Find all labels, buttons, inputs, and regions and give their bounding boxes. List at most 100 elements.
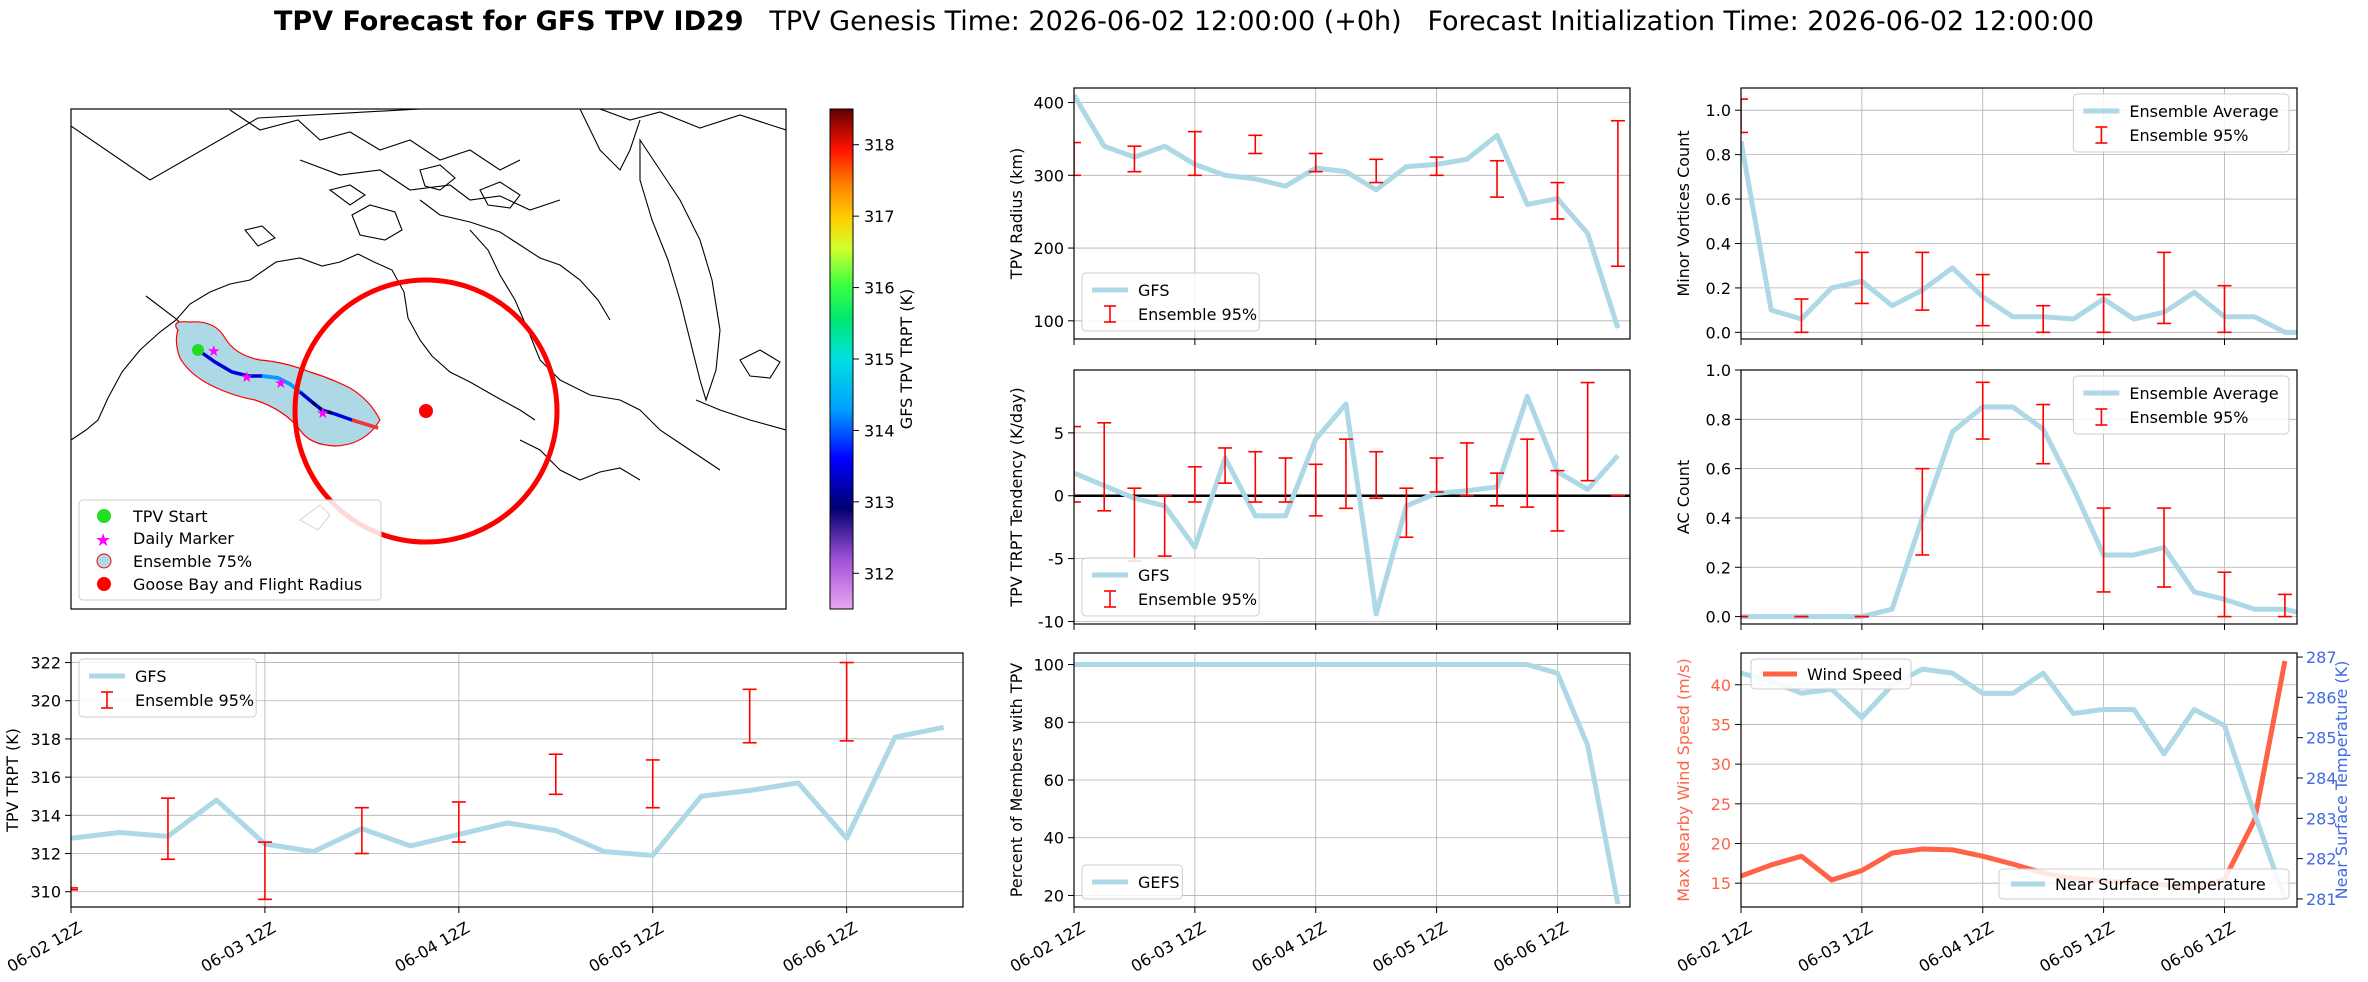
legend-radius: GFS Ensemble 95% <box>1081 272 1260 332</box>
coast-baffin <box>419 199 611 321</box>
legend-members: GEFS <box>1081 864 1183 900</box>
colorbar-tick-label-1: 313 <box>864 493 895 512</box>
island-2 <box>328 184 366 206</box>
ytick-label: 300 <box>1033 166 1064 185</box>
series-wind_temp <box>1741 660 2288 900</box>
ytick-label: 312 <box>30 845 61 864</box>
panel-radius: 100 200 300 400 TPV Radius (km) GFS Ensemble 9… <box>1007 87 1631 345</box>
daily-marker-3: ★ <box>274 374 287 392</box>
country-border <box>71 109 421 181</box>
series-line <box>1074 662 1621 905</box>
xtick-label: 06-02 12Z <box>4 918 85 976</box>
ytick-label: 322 <box>30 654 61 673</box>
daily-marker-4: ★ <box>316 404 329 422</box>
legend-temp: Near Surface Temperature <box>1998 868 2290 900</box>
legend-minor_vortices: Ensemble Average Ensemble 95% <box>2072 93 2290 153</box>
flight-radius-circle <box>292 277 560 545</box>
ytick-label: 0 <box>1054 487 1064 506</box>
legend-label: Ensemble Average <box>2129 102 2278 121</box>
ytick-right-label: 287 <box>2306 648 2337 667</box>
legend-label: Ensemble 95% <box>1138 590 1257 609</box>
ytick-label: 314 <box>30 806 61 825</box>
panel-members: 20 40 60 80 100 Percent of Members with TPV 06… <box>1007 652 1631 976</box>
colorbar-tick-label-6: 318 <box>864 136 895 155</box>
legend-box <box>1750 658 1912 690</box>
ylabel-right-wind_temp: Near Surface Temperature (K) <box>2332 661 2351 900</box>
ytick-label: 316 <box>30 768 61 787</box>
legend-daily-label: Daily Marker <box>133 529 234 548</box>
ytick-label: 5 <box>1054 424 1064 443</box>
frame-tendency <box>1073 369 1631 625</box>
legend-label: GEFS <box>1138 873 1180 892</box>
legend-wind: Wind Speed <box>1750 658 1912 690</box>
legend-label: GFS <box>1138 281 1169 300</box>
series-tendency <box>1074 381 1625 617</box>
legend-box <box>1998 868 2290 900</box>
island-iceland <box>739 349 781 379</box>
legend-box <box>2072 93 2290 153</box>
ylabel-trpt: TPV TRPT (K) <box>3 728 22 833</box>
map-coastlines <box>71 109 786 531</box>
ytick-label: 318 <box>30 730 61 749</box>
legend-daily-icon: ★ <box>95 530 111 551</box>
frame-radius <box>1073 87 1631 340</box>
ytick-label: 0.8 <box>1706 146 1731 165</box>
ytick-label: 30 <box>1711 755 1731 774</box>
tpv-track-seg3 <box>310 400 336 416</box>
legend-label: Ensemble 95% <box>2129 408 2248 427</box>
colorbar-tick-label-3: 315 <box>864 350 895 369</box>
series-line <box>1741 404 2297 620</box>
xtick-label: 06-06 12Z <box>779 918 860 976</box>
ytick-label: 0.0 <box>1706 323 1731 342</box>
frame-members <box>1073 652 1631 908</box>
coast-greenland <box>639 138 721 402</box>
ylabel-radius: TPV Radius (km) <box>1007 148 1026 281</box>
figure-title-init: Forecast Initialization Time: 2026-06-02… <box>1427 6 2095 37</box>
coast-labrador <box>469 229 721 471</box>
xtick-label: 06-06 12Z <box>1490 918 1571 976</box>
ytick-label: 0.2 <box>1706 558 1731 577</box>
legend-label: GFS <box>1138 566 1169 585</box>
legend-ensemble-icon <box>96 553 112 569</box>
colorbar: 312 313 314 315 316 317 318 GFS TPV TRPT (K) <box>829 108 916 610</box>
colorbar-tick-label-0: 312 <box>864 564 895 583</box>
series-minor_vortices <box>1741 98 2297 335</box>
ytick-label: 310 <box>30 883 61 902</box>
coast-greenland-n <box>599 109 786 131</box>
coast-iceland-area <box>695 399 786 431</box>
figure-title-bold: TPV Forecast for GFS TPV ID29 <box>273 6 744 37</box>
xtick-label: 06-03 12Z <box>1128 918 1209 976</box>
coast-gulf <box>519 439 641 481</box>
legend-start-icon <box>97 509 111 523</box>
ylabel-wind_temp: Max Nearby Wind Speed (m/s) <box>1674 658 1693 901</box>
ylabel-ac_count: AC Count <box>1674 460 1693 534</box>
legend-goose-label: Goose Bay and Flight Radius <box>133 575 362 594</box>
panel-trpt: 310 312 314 316 318 320 322 TPV TRPT (K) 06-02 1… <box>3 652 964 976</box>
xtick-label: 06-05 12Z <box>585 918 666 976</box>
coast-arctic-1 <box>229 109 521 171</box>
map-panel: ★ ★ ★ ★ TPV Start ★ Daily Marker Ensembl… <box>70 108 916 610</box>
colorbar-label: GFS TPV TRPT (K) <box>897 289 916 429</box>
series-radius <box>1074 93 1625 329</box>
series-ac_count <box>1741 381 2297 620</box>
ytick-label: 15 <box>1711 874 1731 893</box>
daily-marker-2: ★ <box>240 368 253 386</box>
frame-ac_count <box>1740 369 2298 625</box>
island-4 <box>479 181 521 209</box>
frame-trpt <box>70 652 964 908</box>
ytick-label: 60 <box>1044 771 1064 790</box>
legend-label: Near Surface Temperature <box>2055 875 2266 894</box>
series-members <box>1074 662 1621 905</box>
ytick-label: 0.2 <box>1706 279 1731 298</box>
ytick-right-label: 284 <box>2306 769 2337 788</box>
ytick-label: -10 <box>1038 612 1064 631</box>
goose-bay-marker <box>419 404 433 418</box>
ytick-label: 0.4 <box>1706 234 1731 253</box>
ytick-right-label: 281 <box>2306 890 2337 909</box>
map-legend-box <box>78 499 382 601</box>
legend-label: Ensemble 95% <box>2129 126 2248 145</box>
ytick-label: 0.6 <box>1706 460 1731 479</box>
ytick-label: 200 <box>1033 239 1064 258</box>
